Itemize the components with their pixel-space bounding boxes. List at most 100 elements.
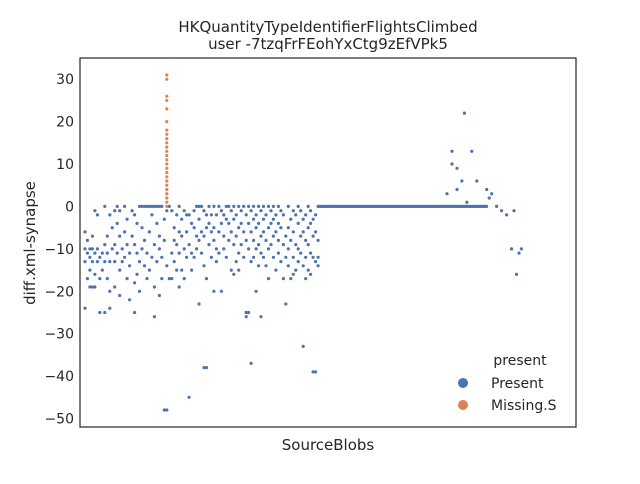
- data-point-present: [232, 272, 236, 276]
- data-point-present: [259, 234, 263, 238]
- x-axis-label: SourceBlobs: [282, 436, 375, 454]
- data-point-present: [259, 209, 263, 213]
- data-point-present: [113, 260, 117, 264]
- data-point-present: [254, 289, 258, 293]
- data-point-present: [314, 230, 318, 234]
- data-point-present: [306, 268, 310, 272]
- data-point-present: [212, 226, 216, 230]
- data-point-present: [83, 247, 87, 251]
- data-point-missing: [165, 192, 169, 196]
- data-point-present: [108, 306, 112, 310]
- data-point-present: [269, 243, 273, 247]
- data-point-present: [152, 315, 156, 319]
- data-point-present: [286, 226, 290, 230]
- data-point-present: [296, 221, 300, 225]
- data-point-present: [128, 264, 132, 268]
- y-tick-label: −50: [44, 412, 74, 428]
- y-tick-label: 30: [56, 72, 74, 88]
- data-point-present: [276, 251, 280, 255]
- data-point-present: [195, 234, 199, 238]
- data-point-present: [244, 310, 248, 315]
- data-point-present: [301, 344, 305, 348]
- data-point-present: [304, 238, 308, 242]
- data-point-present: [279, 260, 283, 264]
- data-point-present: [209, 255, 213, 259]
- data-point-present: [249, 230, 253, 234]
- data-point-present: [286, 264, 290, 268]
- data-point-present: [162, 238, 166, 242]
- data-point-present: [204, 366, 209, 370]
- data-point-present: [281, 243, 285, 247]
- data-point-present: [276, 221, 280, 225]
- data-point-present: [304, 213, 308, 217]
- data-point-present: [199, 204, 204, 208]
- data-point-present: [202, 366, 206, 370]
- data-point-present: [316, 255, 320, 259]
- data-point-present: [301, 230, 305, 234]
- data-point-present: [279, 209, 283, 213]
- data-point-present: [182, 209, 186, 213]
- data-point-present: [170, 277, 174, 281]
- data-point-present: [128, 251, 132, 255]
- data-point-present: [177, 285, 181, 289]
- data-point-present: [147, 268, 151, 272]
- data-point-present: [286, 204, 290, 208]
- data-point-present: [100, 268, 104, 272]
- data-point-present: [271, 234, 275, 238]
- data-point-present: [252, 204, 256, 208]
- data-point-present: [142, 204, 147, 208]
- data-point-present: [90, 234, 94, 238]
- data-point-present: [125, 243, 129, 247]
- data-point-present: [118, 268, 122, 272]
- data-point-missing: [165, 170, 169, 175]
- data-point-present: [475, 179, 479, 183]
- data-point-present: [145, 204, 149, 208]
- data-point-present: [165, 408, 169, 412]
- data-point-present: [212, 238, 216, 242]
- data-point-present: [309, 251, 313, 255]
- data-point-present: [152, 285, 156, 289]
- data-point-present: [170, 251, 174, 255]
- data-point-present: [232, 243, 236, 247]
- data-point-present: [239, 209, 243, 213]
- data-point-present: [172, 260, 176, 264]
- data-point-present: [133, 243, 137, 247]
- data-point-present: [197, 204, 201, 208]
- data-point-present: [199, 251, 204, 255]
- data-point-present: [177, 204, 181, 208]
- data-point-present: [237, 268, 241, 272]
- data-point-present: [301, 264, 305, 268]
- data-point-present: [237, 204, 241, 208]
- chart-title: HKQuantityTypeIdentifierFlightsClimbed: [178, 18, 477, 36]
- data-point-present: [135, 221, 139, 225]
- data-point-present: [167, 204, 171, 208]
- data-point-present: [115, 221, 119, 225]
- chart-subtitle: user -7tzqFrFEohYxCtg9zEfVPk5: [208, 35, 448, 53]
- data-point-present: [249, 260, 253, 264]
- data-point-missing: [165, 200, 169, 204]
- data-point-present: [113, 243, 117, 247]
- data-point-present: [113, 285, 117, 289]
- data-point-present: [254, 247, 258, 251]
- data-point-present: [120, 247, 124, 251]
- legend-marker-present: [458, 378, 468, 388]
- data-point-present: [289, 277, 293, 281]
- data-point-present: [93, 285, 97, 289]
- data-point-missing: [165, 179, 169, 183]
- data-point-present: [93, 209, 97, 213]
- data-point-present: [224, 204, 228, 208]
- data-point-missing: [165, 154, 169, 158]
- data-point-present: [296, 247, 300, 251]
- data-point-present: [110, 247, 114, 251]
- data-point-present: [145, 251, 149, 255]
- data-point-present: [237, 226, 241, 230]
- data-point-present: [450, 149, 454, 153]
- legend: present Present Missing.S: [458, 353, 557, 414]
- data-point-present: [172, 238, 176, 242]
- y-tick-label: −20: [44, 284, 74, 300]
- data-point-missing: [165, 149, 169, 153]
- data-point-present: [247, 247, 251, 251]
- data-point-present: [487, 196, 491, 200]
- data-point-present: [259, 251, 263, 255]
- data-point-present: [274, 268, 278, 272]
